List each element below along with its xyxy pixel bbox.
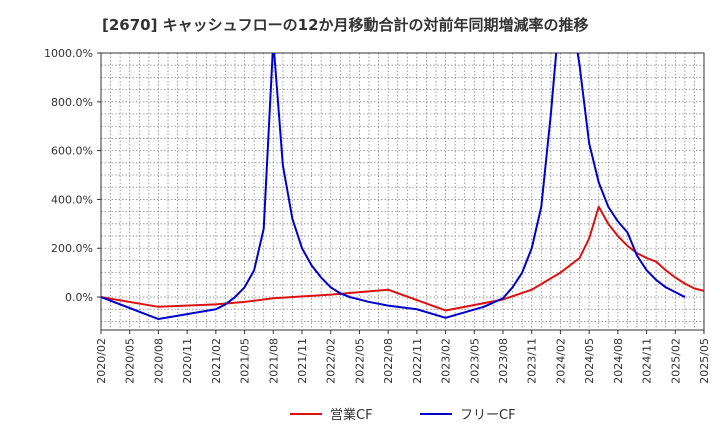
x-tick-label: 2023/05 (468, 338, 481, 384)
series-layer (101, 53, 704, 321)
x-tick-label: 2024/11 (641, 338, 654, 384)
legend-label: 営業CF (330, 407, 373, 423)
x-tick-label: 2025/05 (698, 338, 711, 384)
x-tick-label: 2020/11 (181, 338, 194, 384)
series-line-operating-cf (101, 205, 704, 312)
plot-frame (100, 52, 705, 331)
x-tick-label: 2022/02 (325, 338, 338, 384)
y-tick-label: 1000.0% (44, 47, 93, 60)
x-tick-label: 2022/08 (382, 338, 395, 384)
x-tick-label: 2024/08 (612, 338, 625, 384)
legend-label: フリーCF (460, 408, 516, 423)
x-tick-label: 2021/11 (296, 338, 309, 384)
x-tick-label: 2023/02 (440, 338, 453, 384)
series-line-free-cf (101, 53, 686, 321)
y-axis-ticks: 0.0% 200.0% 400.0% 600.0% 800.0% 1000.0% (44, 47, 101, 304)
x-tick-label: 2023/08 (497, 338, 510, 384)
x-tick-label: 2022/05 (353, 338, 366, 384)
x-tick-label: 2020/02 (95, 338, 108, 384)
y-tick-label: 400.0% (51, 193, 93, 206)
x-tick-label: 2021/02 (210, 338, 223, 384)
x-tick-label: 2024/02 (554, 338, 567, 384)
x-tick-label: 2023/11 (526, 338, 539, 384)
x-tick-label: 2025/02 (669, 338, 682, 384)
x-tick-label: 2024/05 (583, 338, 596, 384)
x-axis-ticks: 2020/02 2020/05 2020/08 2020/11 2021/02 2021/… (95, 330, 711, 384)
y-tick-label: 600.0% (51, 145, 93, 158)
y-tick-label: 0.0% (65, 291, 93, 304)
x-tick-label: 2021/05 (239, 338, 252, 384)
grid-layer (101, 53, 704, 330)
x-tick-label: 2020/05 (124, 338, 137, 384)
y-tick-label: 200.0% (51, 242, 93, 255)
x-tick-label: 2022/11 (411, 338, 424, 384)
chart-title: [2670] キャッシュフローの12か月移動合計の対前年同期増減率の推移 (102, 16, 589, 34)
y-tick-label: 800.0% (51, 96, 93, 109)
x-tick-label: 2021/08 (267, 338, 280, 384)
x-tick-label: 2020/08 (152, 338, 165, 384)
legend: 営業CF フリーCF (290, 407, 516, 423)
